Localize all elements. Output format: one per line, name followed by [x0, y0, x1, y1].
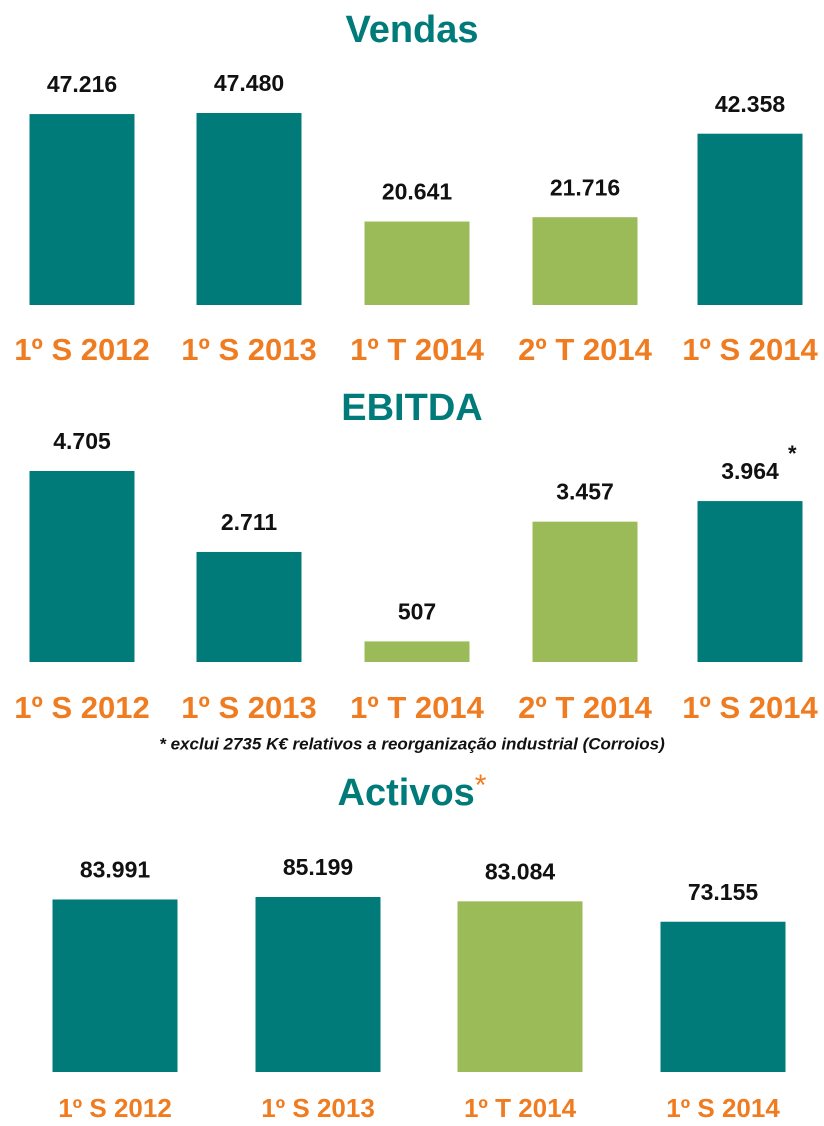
chart-title: EBITDA [341, 387, 482, 429]
bar [29, 471, 135, 662]
category-label: 1º S 2013 [181, 332, 316, 367]
bar [457, 901, 583, 1072]
bar [364, 221, 470, 305]
category-label: 1º S 2012 [14, 332, 149, 367]
bar [364, 641, 470, 662]
chart-title: Activos* [338, 769, 487, 814]
bar [532, 521, 638, 662]
value-label: 42.358 [715, 91, 786, 117]
title-marker: * [475, 769, 487, 802]
title-text: EBITDA [341, 387, 482, 429]
value-label: 3.457 [556, 479, 614, 505]
category-label: 1º S 2014 [682, 332, 818, 367]
bar [196, 551, 302, 662]
category-label: 1º S 2014 [682, 690, 818, 725]
category-label: 1º T 2014 [350, 690, 484, 725]
title-text: Activos [338, 772, 475, 814]
bar [52, 899, 178, 1072]
category-label: 1º S 2013 [261, 1093, 375, 1123]
title-text: Vendas [345, 9, 478, 51]
bar [29, 114, 135, 305]
bar [660, 921, 786, 1072]
category-label: 1º S 2012 [14, 690, 149, 725]
category-label: 2º T 2014 [518, 332, 652, 367]
value-label: 20.641 [382, 179, 453, 205]
bar [697, 501, 803, 662]
bar [196, 113, 302, 305]
bar [697, 133, 803, 305]
value-label: 2.711 [221, 509, 277, 535]
value-label: 85.199 [283, 854, 353, 880]
category-label: 1º T 2014 [350, 332, 484, 367]
annotation: * [788, 441, 797, 466]
value-label: 47.216 [47, 71, 117, 97]
category-label: 2º T 2014 [518, 690, 652, 725]
footnote: * exclui 2735 K€ relativos a reorganizaç… [159, 734, 665, 753]
category-label: 1º S 2013 [181, 690, 316, 725]
value-label: 4.705 [53, 428, 111, 454]
category-label: 1º S 2012 [58, 1093, 172, 1123]
category-label: 1º S 2014 [666, 1093, 780, 1123]
bar [255, 897, 381, 1072]
value-label: 73.155 [688, 879, 759, 905]
value-label: 21.716 [550, 174, 620, 200]
chart-title: Vendas [345, 9, 478, 51]
category-label: 1º T 2014 [464, 1093, 577, 1123]
value-label: 83.084 [485, 858, 556, 884]
bar [532, 217, 638, 305]
value-label: 83.991 [80, 857, 151, 883]
value-label: 47.480 [214, 70, 284, 96]
value-label: 507 [398, 598, 436, 624]
value-label: 3.964 [721, 458, 779, 484]
